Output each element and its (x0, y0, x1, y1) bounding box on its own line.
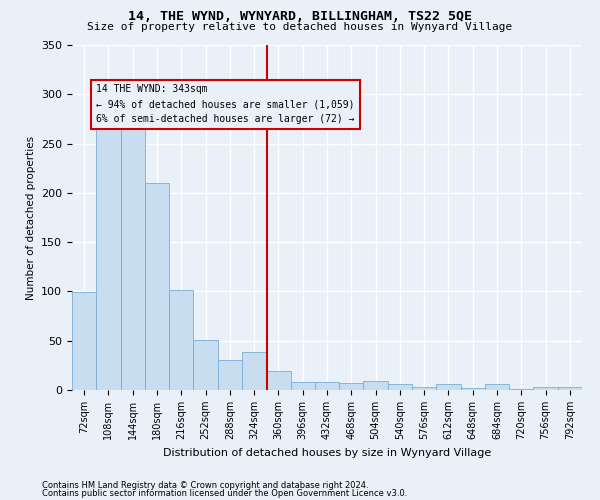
Bar (412, 387, 436, 390)
Y-axis label: Number of detached properties: Number of detached properties (26, 136, 35, 300)
Text: 14 THE WYND: 343sqm
← 94% of detached houses are smaller (1,059)
6% of semi-deta: 14 THE WYND: 343sqm ← 94% of detached ho… (96, 84, 355, 124)
Bar (509, 389, 533, 390)
Bar (266, 372, 290, 390)
Bar (533, 387, 558, 390)
Bar (364, 381, 388, 390)
Bar (193, 340, 218, 390)
Bar (461, 388, 485, 390)
Text: Contains HM Land Registry data © Crown copyright and database right 2024.: Contains HM Land Registry data © Crown c… (42, 481, 368, 490)
Bar (242, 352, 266, 390)
Bar (558, 387, 582, 390)
Bar (436, 384, 461, 390)
Text: Contains public sector information licensed under the Open Government Licence v3: Contains public sector information licen… (42, 489, 407, 498)
Bar (72, 292, 96, 390)
Bar (169, 290, 193, 390)
X-axis label: Distribution of detached houses by size in Wynyard Village: Distribution of detached houses by size … (163, 448, 491, 458)
Bar (145, 183, 169, 390)
Bar (290, 382, 315, 390)
Bar (388, 384, 412, 390)
Bar (218, 360, 242, 390)
Text: Size of property relative to detached houses in Wynyard Village: Size of property relative to detached ho… (88, 22, 512, 32)
Bar (315, 382, 339, 390)
Text: 14, THE WYND, WYNYARD, BILLINGHAM, TS22 5QE: 14, THE WYND, WYNYARD, BILLINGHAM, TS22 … (128, 10, 472, 23)
Bar (96, 107, 121, 390)
Bar (485, 384, 509, 390)
Bar (339, 383, 364, 390)
Bar (121, 129, 145, 390)
